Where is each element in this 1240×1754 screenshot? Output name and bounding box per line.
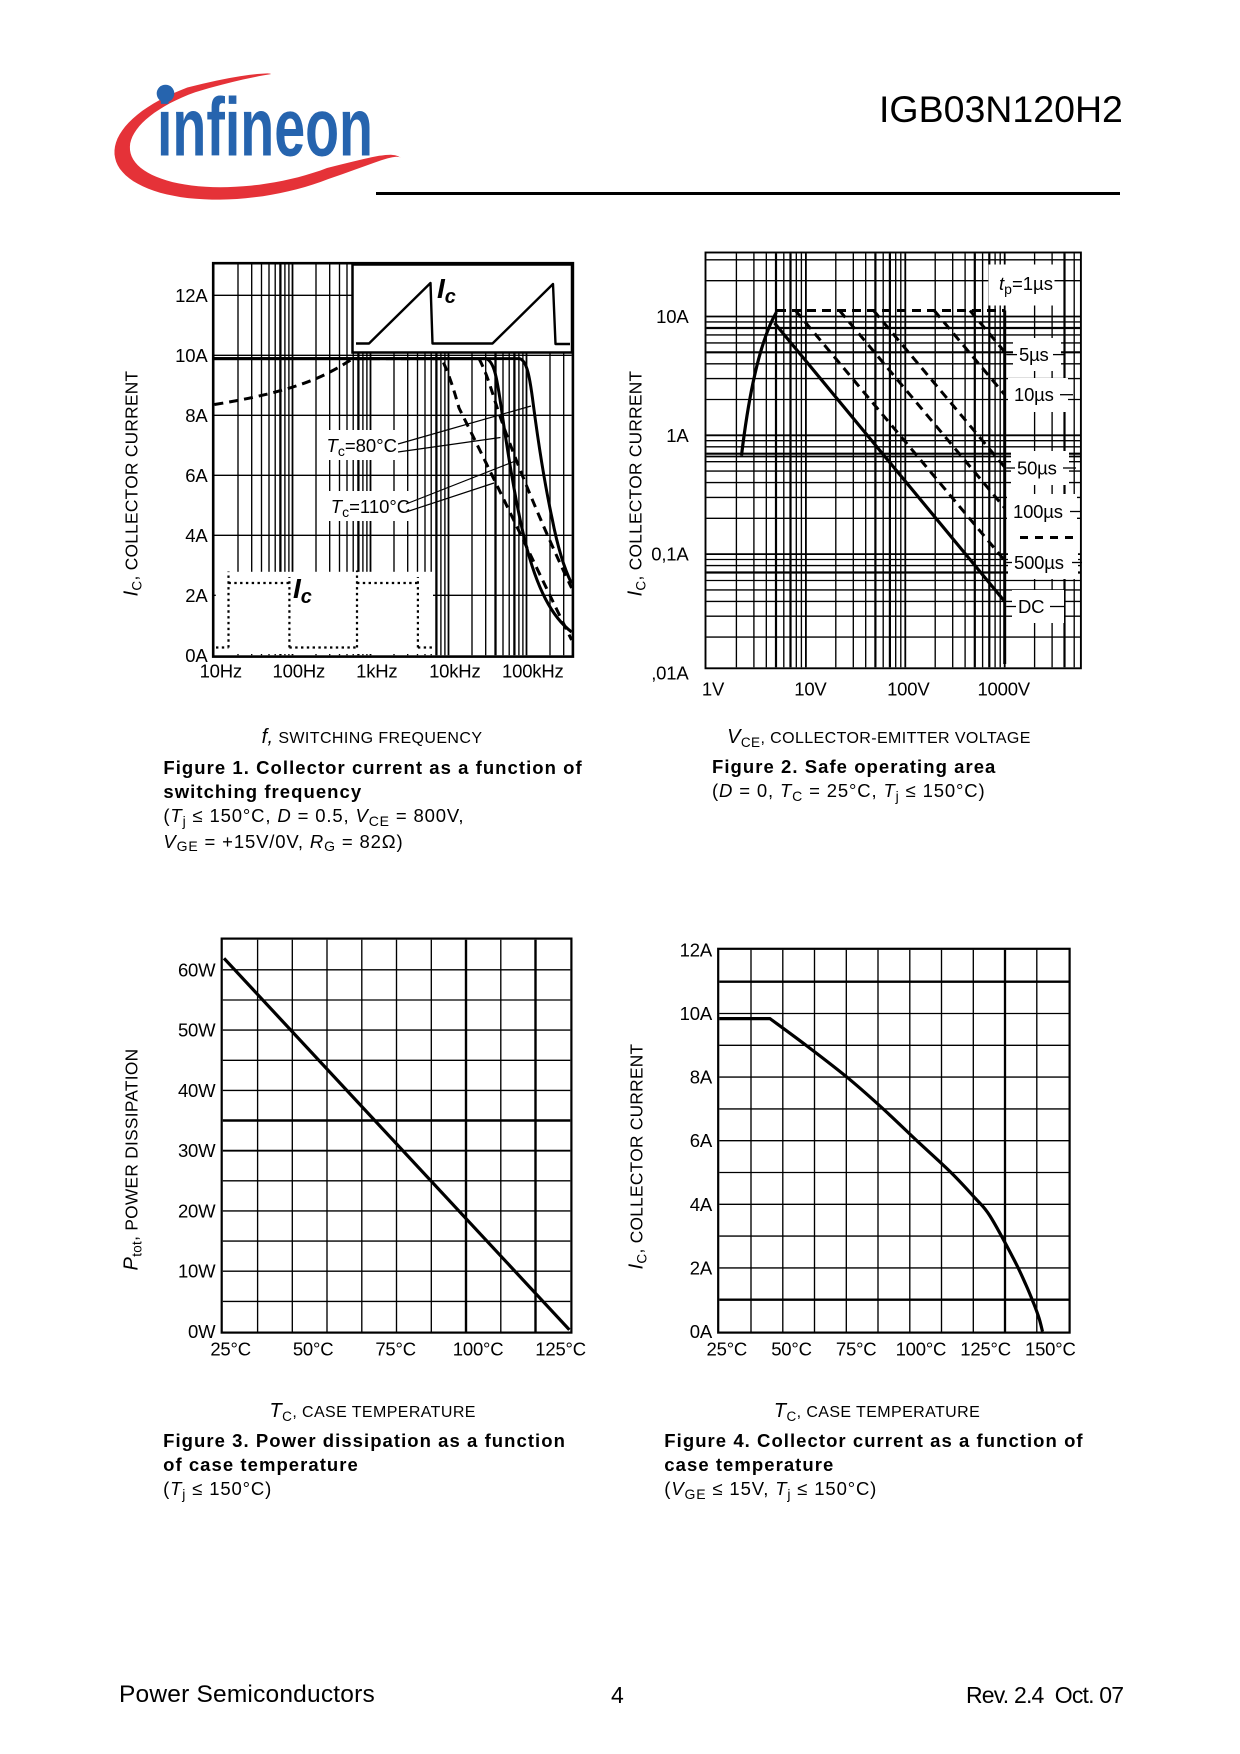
svg-text:100Hz: 100Hz	[273, 661, 325, 682]
svg-text:125°C: 125°C	[960, 1339, 1011, 1360]
svg-text:100°C: 100°C	[896, 1339, 947, 1360]
svg-text:1000V: 1000V	[977, 679, 1030, 700]
svg-text:1V: 1V	[702, 679, 725, 700]
svg-text:1kHz: 1kHz	[356, 661, 397, 682]
svg-text:,01A: ,01A	[651, 662, 689, 683]
svg-text:10W: 10W	[178, 1261, 216, 1282]
svg-text:1A: 1A	[666, 425, 689, 446]
svg-text:2A: 2A	[690, 1257, 713, 1278]
svg-text:100V: 100V	[887, 679, 930, 700]
svg-text:25°C: 25°C	[210, 1339, 251, 1360]
svg-text:100µs: 100µs	[1013, 501, 1063, 522]
svg-text:0,1A: 0,1A	[651, 544, 689, 565]
svg-text:50µs: 50µs	[1017, 458, 1057, 479]
svg-text:0A: 0A	[690, 1321, 713, 1342]
svg-text:500µs: 500µs	[1014, 552, 1064, 573]
svg-text:Tc=80°C: Tc=80°C	[327, 435, 397, 459]
svg-text:25°C: 25°C	[707, 1339, 748, 1360]
svg-text:100kHz: 100kHz	[502, 661, 564, 682]
svg-text:6A: 6A	[185, 465, 208, 486]
svg-text:75°C: 75°C	[836, 1339, 877, 1360]
svg-text:40W: 40W	[178, 1080, 216, 1101]
svg-text:tp=1µs: tp=1µs	[999, 273, 1053, 297]
svg-text:10Hz: 10Hz	[200, 661, 242, 682]
svg-text:DC: DC	[1018, 596, 1044, 617]
svg-text:100°C: 100°C	[453, 1339, 504, 1360]
svg-text:20W: 20W	[178, 1200, 216, 1221]
svg-text:125°C: 125°C	[535, 1339, 586, 1360]
svg-text:50°C: 50°C	[293, 1339, 334, 1360]
svg-text:12A: 12A	[680, 939, 713, 960]
svg-text:12A: 12A	[175, 285, 208, 306]
svg-text:10A: 10A	[680, 1003, 713, 1024]
svg-text:30W: 30W	[178, 1140, 216, 1161]
svg-text:8A: 8A	[690, 1067, 713, 1088]
svg-text:0W: 0W	[188, 1321, 216, 1342]
svg-text:6A: 6A	[690, 1130, 713, 1151]
svg-text:4A: 4A	[185, 525, 208, 546]
svg-text:10V: 10V	[794, 679, 827, 700]
svg-text:5µs: 5µs	[1019, 344, 1049, 365]
svg-text:50°C: 50°C	[771, 1339, 812, 1360]
svg-text:infineon: infineon	[157, 81, 373, 174]
svg-text:60W: 60W	[178, 959, 216, 980]
svg-text:10kHz: 10kHz	[429, 661, 480, 682]
svg-text:2A: 2A	[185, 585, 208, 606]
svg-text:4A: 4A	[690, 1194, 713, 1215]
svg-text:50W: 50W	[178, 1020, 216, 1041]
svg-text:10A: 10A	[175, 345, 208, 366]
svg-text:0A: 0A	[185, 645, 208, 666]
svg-text:150°C: 150°C	[1025, 1339, 1076, 1360]
svg-text:Tc=110°C: Tc=110°C	[331, 496, 410, 520]
svg-text:75°C: 75°C	[375, 1339, 416, 1360]
svg-text:10A: 10A	[656, 306, 689, 327]
svg-text:8A: 8A	[185, 405, 208, 426]
svg-text:10µs: 10µs	[1014, 384, 1054, 405]
